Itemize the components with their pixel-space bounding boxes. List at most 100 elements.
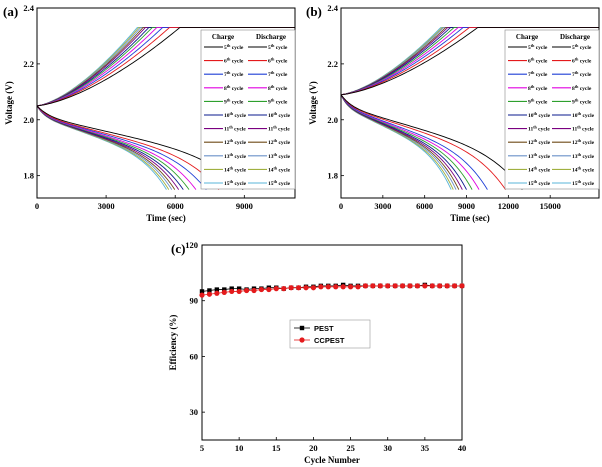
- data-point: [222, 287, 227, 292]
- y-tick-label: 60: [190, 351, 199, 361]
- legend-discharge-label: 6th cycle: [572, 57, 592, 65]
- legend-discharge-label: 15th cycle: [268, 179, 291, 187]
- data-point: [214, 287, 220, 292]
- legend-charge-label: 7th cycle: [528, 70, 548, 78]
- legend-charge-label: 6th cycle: [224, 57, 244, 65]
- data-point: [385, 283, 391, 289]
- legend-charge-label: 12th cycle: [224, 138, 247, 146]
- legend-charge-label: 14th cycle: [224, 165, 247, 173]
- x-tick-label: 10: [235, 443, 244, 453]
- charge-curve-5: [37, 27, 295, 107]
- discharge-curve-6: [341, 94, 506, 190]
- data-point: [370, 283, 376, 289]
- legend-charge-label: 8th cycle: [224, 84, 244, 92]
- legend-discharge-label: 11th cycle: [572, 125, 594, 133]
- data-point: [399, 283, 406, 289]
- panel-b: 1.8 2.0 2.2 2.4 0 3000 6000 9000 12000 15000 Time …: [306, 3, 600, 223]
- legend-discharge-label: 7th cycle: [268, 70, 288, 78]
- legend-charge-label: 11th cycle: [224, 125, 246, 133]
- legend-charge-label: 10th cycle: [528, 111, 551, 119]
- series-ccpest: [199, 283, 465, 298]
- legend-discharge-label: 15th cycle: [572, 179, 595, 187]
- discharge-curve-7: [37, 105, 207, 190]
- data-point: [251, 287, 257, 294]
- legend-charge-label: 13th cycle: [224, 152, 247, 160]
- legend-charge-label: 8th cycle: [528, 84, 548, 92]
- data-point: [377, 283, 383, 289]
- legend-discharge-label: 9th cycle: [572, 97, 592, 105]
- data-point: [340, 284, 346, 290]
- discharge-curve-8: [37, 105, 197, 190]
- data-point: [414, 283, 421, 289]
- panel-label: (c): [171, 241, 185, 256]
- legend-discharge-label: 8th cycle: [572, 84, 592, 92]
- legend-charge-label: 5th cycle: [528, 43, 548, 51]
- data-point: [243, 287, 250, 294]
- legend-marker: [299, 337, 305, 343]
- x-tick-label: 5: [200, 443, 204, 453]
- discharge-curve-9: [341, 94, 473, 190]
- data-point: [347, 284, 354, 290]
- x-tick-label: 3000: [374, 201, 391, 211]
- legend-discharge-label: 13th cycle: [572, 152, 595, 160]
- discharge-curve-10: [37, 105, 184, 190]
- charge-curve-5: [341, 27, 599, 96]
- data-point: [303, 285, 309, 291]
- y-axis-title: Voltage (V): [4, 81, 14, 124]
- legend-box: [504, 29, 600, 190]
- data-point: [451, 283, 458, 289]
- x-tick-label: 25: [346, 443, 355, 453]
- y-axis-title: Voltage (V): [308, 81, 318, 124]
- legend-discharge-label: 10th cycle: [268, 111, 291, 119]
- legend-discharge-label: 9th cycle: [268, 97, 288, 105]
- legend-marker: [299, 325, 305, 331]
- data-point: [459, 283, 465, 289]
- legend-charge-label: 6th cycle: [528, 57, 548, 65]
- legend-charge-label: 12th cycle: [528, 138, 551, 146]
- data-point: [437, 283, 443, 289]
- legend-label: CCPEST: [314, 336, 345, 345]
- legend-discharge-label: 5th cycle: [572, 43, 592, 51]
- y-tick-label: 30: [190, 407, 199, 417]
- x-tick-label: 3000: [98, 201, 115, 211]
- y-tick-label: 2.0: [23, 115, 34, 125]
- x-tick-label: 6000: [416, 201, 433, 211]
- discharge-curve-7: [341, 94, 488, 190]
- data-point: [199, 292, 205, 298]
- discharge-curve-8: [341, 94, 480, 190]
- legend-charge-header: Charge: [212, 33, 234, 41]
- legend-charge-label: 9th cycle: [224, 97, 244, 105]
- y-tick-label-top: 2.4: [23, 3, 34, 13]
- data-point: [207, 288, 212, 293]
- legend-discharge-label: 12th cycle: [268, 138, 291, 146]
- legend-charge-label: 15th cycle: [528, 179, 551, 187]
- x-tick-label: 40: [458, 443, 467, 453]
- y-tick-label: 90: [190, 296, 199, 306]
- legend-discharge-label: 12th cycle: [572, 138, 595, 146]
- data-point: [429, 283, 435, 289]
- legend-box: [289, 319, 371, 349]
- y-tick-label: 2.2: [23, 59, 34, 69]
- legend-label: PEST: [314, 324, 334, 333]
- legend-discharge-label: 7th cycle: [572, 70, 592, 78]
- legend-charge-label: 11th cycle: [528, 125, 550, 133]
- y-tick-label-top: 2.4: [327, 3, 338, 13]
- data-point: [444, 283, 450, 289]
- y-tick-label: 120: [185, 240, 198, 250]
- charge-curve-6: [37, 27, 295, 107]
- x-axis-title: Cycle Number: [304, 455, 360, 465]
- data-point: [199, 289, 205, 294]
- curves: [341, 27, 599, 190]
- panel-label: (a): [3, 4, 18, 19]
- data-point: [273, 286, 279, 292]
- y-axis-title: Efficiency (%): [168, 315, 178, 371]
- data-point: [266, 286, 272, 293]
- data-point: [422, 283, 428, 289]
- legend-discharge-label: 8th cycle: [268, 84, 288, 92]
- panel-label: (b): [306, 4, 322, 19]
- legend-discharge-label: 14th cycle: [268, 165, 291, 173]
- legend-discharge-header: Discharge: [256, 33, 286, 41]
- data-point: [288, 285, 294, 291]
- data-point: [221, 289, 227, 295]
- data-point: [392, 283, 398, 289]
